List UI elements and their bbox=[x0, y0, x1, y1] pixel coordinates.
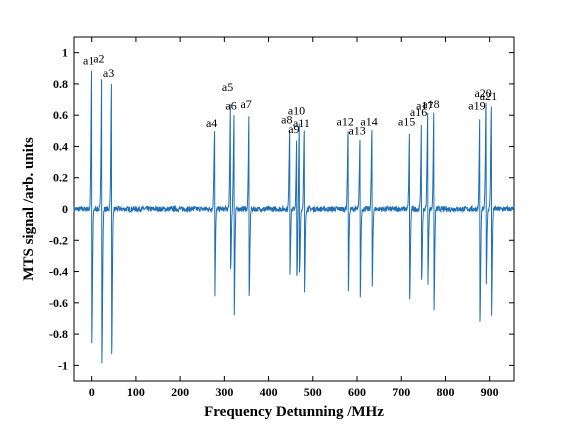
peak-label-a18: a18 bbox=[422, 97, 439, 111]
signal-trace bbox=[73, 70, 515, 364]
peak-label-a13: a13 bbox=[348, 124, 365, 138]
peak-label-a14: a14 bbox=[360, 114, 377, 128]
peak-label-a19: a19 bbox=[468, 99, 485, 113]
x-tick-label: 700 bbox=[392, 385, 410, 399]
y-tick-label: -0.2 bbox=[49, 233, 68, 247]
x-tick-label: 800 bbox=[436, 385, 454, 399]
x-axis-title: Frequency Detunning /MHz bbox=[204, 404, 384, 420]
y-tick-label: -1 bbox=[58, 358, 68, 372]
peak-label-a17: a17 bbox=[416, 99, 433, 113]
peak-label-a21: a21 bbox=[480, 89, 497, 103]
y-tick-label: -0.8 bbox=[49, 327, 68, 341]
y-tick-label: -0.6 bbox=[49, 296, 68, 310]
x-tick-label: 200 bbox=[171, 385, 189, 399]
peak-label-a8: a8 bbox=[281, 113, 292, 127]
peak-label-a1: a1 bbox=[83, 53, 94, 67]
x-tick-label: 100 bbox=[127, 385, 145, 399]
peak-label-a2: a2 bbox=[93, 52, 104, 66]
x-tick-label: 500 bbox=[304, 385, 322, 399]
x-tick-label: 600 bbox=[348, 385, 366, 399]
x-tick-label: 300 bbox=[215, 385, 233, 399]
y-tick-label: 0.4 bbox=[53, 139, 68, 153]
y-tick-label: 0.2 bbox=[53, 171, 68, 185]
x-tick-label: 0 bbox=[89, 385, 95, 399]
peak-label-a9: a9 bbox=[288, 122, 299, 136]
peak-label-a4: a4 bbox=[206, 116, 217, 130]
peak-label-a7: a7 bbox=[240, 97, 251, 111]
peak-label-a11: a11 bbox=[293, 116, 310, 130]
x-tick-label: 400 bbox=[260, 385, 278, 399]
y-axis-title: MTS signal /arb. units bbox=[21, 137, 37, 281]
peak-label-a3: a3 bbox=[103, 66, 114, 80]
axis-ticks: 0 100 200 300 400 500 600 700 800 900 -1 -0.8 -0.6 -0… bbox=[49, 37, 514, 399]
peak-label-a12: a12 bbox=[337, 114, 354, 128]
peak-label-a15: a15 bbox=[398, 114, 415, 128]
peak-label-a10: a10 bbox=[288, 103, 305, 117]
y-tick-label: 0.8 bbox=[53, 77, 68, 91]
y-tick-label: 0.6 bbox=[53, 108, 68, 122]
y-tick-label: 1 bbox=[62, 46, 68, 60]
peak-label-a16: a16 bbox=[410, 105, 427, 119]
y-tick-label: -0.4 bbox=[49, 265, 68, 279]
y-tick-label: 0 bbox=[62, 202, 68, 216]
x-tick-label: 900 bbox=[481, 385, 499, 399]
peak-label-a20: a20 bbox=[474, 86, 491, 100]
peak-label-a6: a6 bbox=[225, 99, 236, 113]
peak-label-a5: a5 bbox=[222, 80, 233, 94]
